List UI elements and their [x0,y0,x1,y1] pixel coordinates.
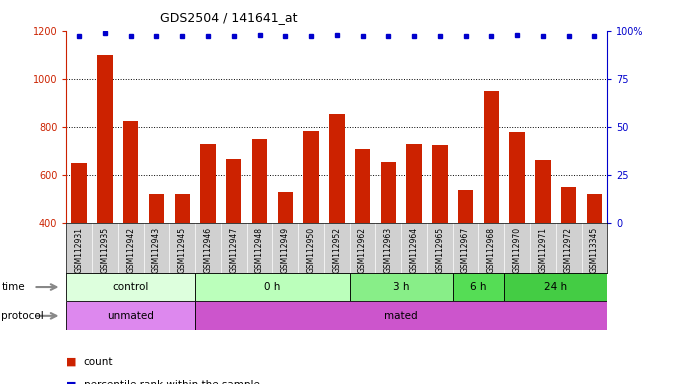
Bar [174,194,190,319]
Bar [123,121,138,319]
Text: 0 h: 0 h [265,282,281,292]
Bar [432,145,447,319]
Bar [504,273,607,301]
Text: protocol: protocol [1,311,44,321]
Bar [66,273,195,301]
Bar [149,194,164,319]
Bar [200,144,216,319]
Text: mated: mated [385,311,418,321]
Bar [406,144,422,319]
Text: control: control [112,282,149,292]
Bar [329,114,345,319]
Text: unmated: unmated [107,311,154,321]
Bar [66,301,195,330]
Text: 24 h: 24 h [544,282,567,292]
Text: time: time [1,282,25,292]
Bar [252,139,267,319]
Bar [510,132,525,319]
Text: percentile rank within the sample: percentile rank within the sample [84,380,260,384]
Bar [484,91,499,319]
Text: ■: ■ [66,357,77,367]
Bar [97,55,112,319]
Text: GDS2504 / 141641_at: GDS2504 / 141641_at [160,12,297,25]
Bar [535,161,551,319]
Text: 6 h: 6 h [470,282,487,292]
Bar [278,192,293,319]
Bar [458,190,473,319]
Bar [561,187,577,319]
Bar [355,149,370,319]
Text: 3 h: 3 h [393,282,410,292]
Bar [350,273,453,301]
Bar [71,163,87,319]
Bar [226,159,242,319]
Bar [380,162,396,319]
Bar [304,131,319,319]
Text: count: count [84,357,113,367]
Bar [586,194,602,319]
Bar [453,273,504,301]
Bar [195,273,350,301]
Bar [195,301,607,330]
Text: ■: ■ [66,380,77,384]
